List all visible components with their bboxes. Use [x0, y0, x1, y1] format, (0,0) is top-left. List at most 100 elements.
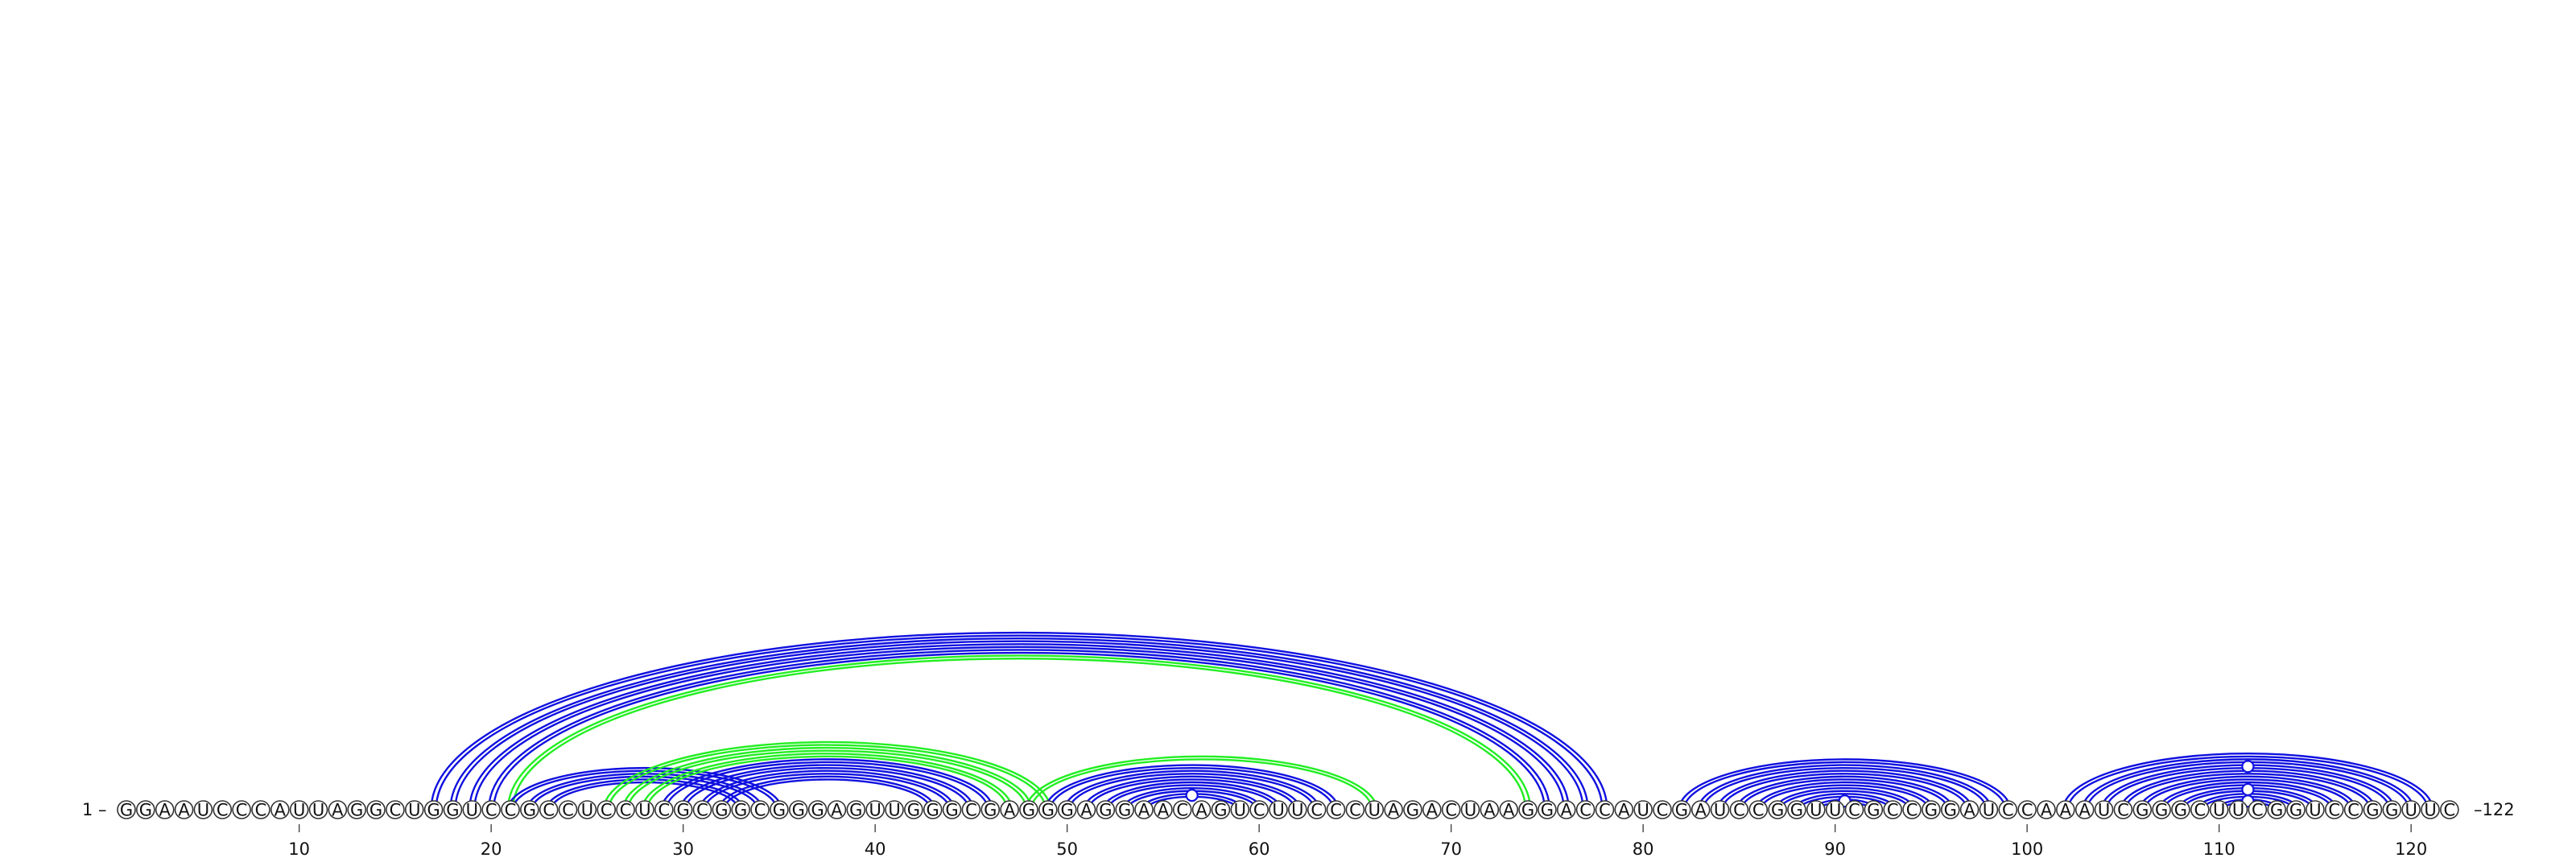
- base-circle-121: [2421, 800, 2440, 819]
- base-circle-51: [1076, 800, 1096, 819]
- base-letter-34: C: [754, 801, 766, 820]
- base-letter-30: G: [677, 801, 690, 820]
- base-circle-44: [942, 800, 962, 819]
- base-letter-26: C: [601, 801, 613, 820]
- pair-arc-48-66-inner: [1030, 758, 1373, 811]
- base-circle-11: [308, 800, 328, 819]
- base-letter-122: C: [2444, 801, 2456, 820]
- base-circle-119: [2382, 800, 2402, 819]
- base-letter-6: C: [217, 801, 229, 820]
- base-letter-106: G: [2136, 801, 2149, 820]
- base-circle-81: [1653, 800, 1672, 819]
- base-circle-55: [1154, 800, 1173, 819]
- base-circle-73: [1499, 800, 1518, 819]
- base-letter-87: G: [1771, 801, 1784, 820]
- base-circle-80: [1633, 800, 1653, 819]
- base-circle-103: [2074, 800, 2095, 819]
- base-letter-16: U: [408, 801, 420, 820]
- base-letter-60: C: [1253, 801, 1265, 820]
- base-circle-12: [328, 800, 348, 819]
- base-circle-45: [961, 800, 981, 819]
- base-circle-93: [1883, 800, 1902, 819]
- base-circle-68: [1403, 800, 1422, 819]
- base-letter-25: U: [581, 801, 593, 820]
- base-circle-36: [788, 800, 808, 819]
- base-letter-41: U: [888, 801, 900, 820]
- base-letter-88: G: [1790, 801, 1803, 820]
- pair-arc-28-47-inner: [646, 755, 1009, 811]
- base-circle-14: [366, 800, 386, 819]
- base-letter-46: G: [984, 801, 997, 820]
- base-letter-14: G: [369, 801, 382, 820]
- arc-marker-104-119: [2241, 760, 2255, 773]
- pair-arc-29-46-outer: [660, 758, 994, 811]
- base-letter-21: C: [505, 801, 517, 820]
- base-circle-101: [2037, 800, 2056, 819]
- pair-arc-17-78-inner: [435, 634, 1604, 811]
- tick-label-30: 30: [672, 839, 694, 858]
- tick-label-100: 100: [2011, 839, 2043, 858]
- base-letter-111: U: [2232, 801, 2244, 820]
- pair-arc-27-48-outer: [621, 746, 1033, 811]
- base-circle-108: [2171, 800, 2190, 819]
- base-circle-50: [1057, 800, 1077, 819]
- base-circle-39: [846, 800, 866, 819]
- base-circle-97: [1959, 800, 1979, 819]
- pair-arc-83-98-inner: [1702, 766, 1988, 811]
- pair-arc-26-49-outer: [603, 740, 1051, 811]
- base-letter-61: U: [1272, 801, 1284, 820]
- base-letter-95: G: [1925, 801, 1938, 820]
- base-letter-105: C: [2117, 801, 2129, 820]
- tick-label-120: 120: [2395, 839, 2427, 858]
- base-letter-43: G: [927, 801, 939, 820]
- pair-arc-106-117-outer: [2139, 775, 2357, 811]
- pair-arc-17-78-outer: [430, 631, 1608, 811]
- base-circle-63: [1307, 800, 1327, 819]
- base-circle-30: [673, 800, 693, 819]
- base-letter-9: A: [275, 801, 287, 820]
- pair-arc-30-45-inner: [684, 766, 970, 811]
- base-letter-49: G: [1042, 801, 1055, 820]
- tick-label-40: 40: [865, 839, 886, 858]
- base-letter-89: U: [1810, 801, 1822, 820]
- base-letter-50: G: [1061, 801, 1074, 820]
- pair-arc-18-77-outer: [449, 637, 1589, 811]
- base-circle-79: [1614, 800, 1634, 819]
- base-letter-39: G: [849, 801, 862, 820]
- base-letter-23: C: [543, 801, 555, 820]
- tick-label-50: 50: [1056, 839, 1078, 858]
- base-letter-68: G: [1406, 801, 1419, 820]
- pair-arc-51-62-inner: [1088, 778, 1297, 811]
- pair-arc-27-48-inner: [626, 749, 1028, 811]
- base-letter-54: A: [1138, 801, 1150, 820]
- base-circle-13: [347, 800, 367, 819]
- base-letter-104: U: [2098, 801, 2110, 820]
- pair-arc-50-63-inner: [1068, 773, 1315, 811]
- pair-arc-18-77-inner: [454, 640, 1584, 811]
- base-letter-56: C: [1176, 801, 1188, 820]
- tick-label-70: 70: [1440, 839, 1462, 858]
- base-letter-65: C: [1349, 801, 1361, 820]
- pair-arc-26-49-inner: [608, 744, 1046, 811]
- base-circle-6: [213, 800, 233, 819]
- base-circle-118: [2363, 800, 2383, 819]
- pair-arc-21-74-inner: [511, 658, 1527, 811]
- base-circle-17: [423, 800, 444, 819]
- base-circle-28: [635, 800, 654, 819]
- base-circle-59: [1230, 800, 1250, 819]
- base-letter-2: G: [139, 801, 152, 820]
- base-letter-63: C: [1311, 801, 1323, 820]
- base-letter-79: A: [1618, 801, 1630, 820]
- base-circle-67: [1384, 800, 1403, 819]
- tick-label-10: 10: [288, 839, 310, 858]
- base-circle-110: [2209, 800, 2229, 819]
- base-letter-44: G: [945, 801, 958, 820]
- base-letter-97: A: [1963, 801, 1975, 820]
- pair-arc-30-45-outer: [679, 764, 975, 811]
- base-circle-56: [1172, 800, 1192, 819]
- base-circle-43: [923, 800, 943, 819]
- base-circle-5: [193, 800, 213, 819]
- base-letter-107: G: [2155, 801, 2168, 820]
- base-letter-112: C: [2252, 801, 2264, 820]
